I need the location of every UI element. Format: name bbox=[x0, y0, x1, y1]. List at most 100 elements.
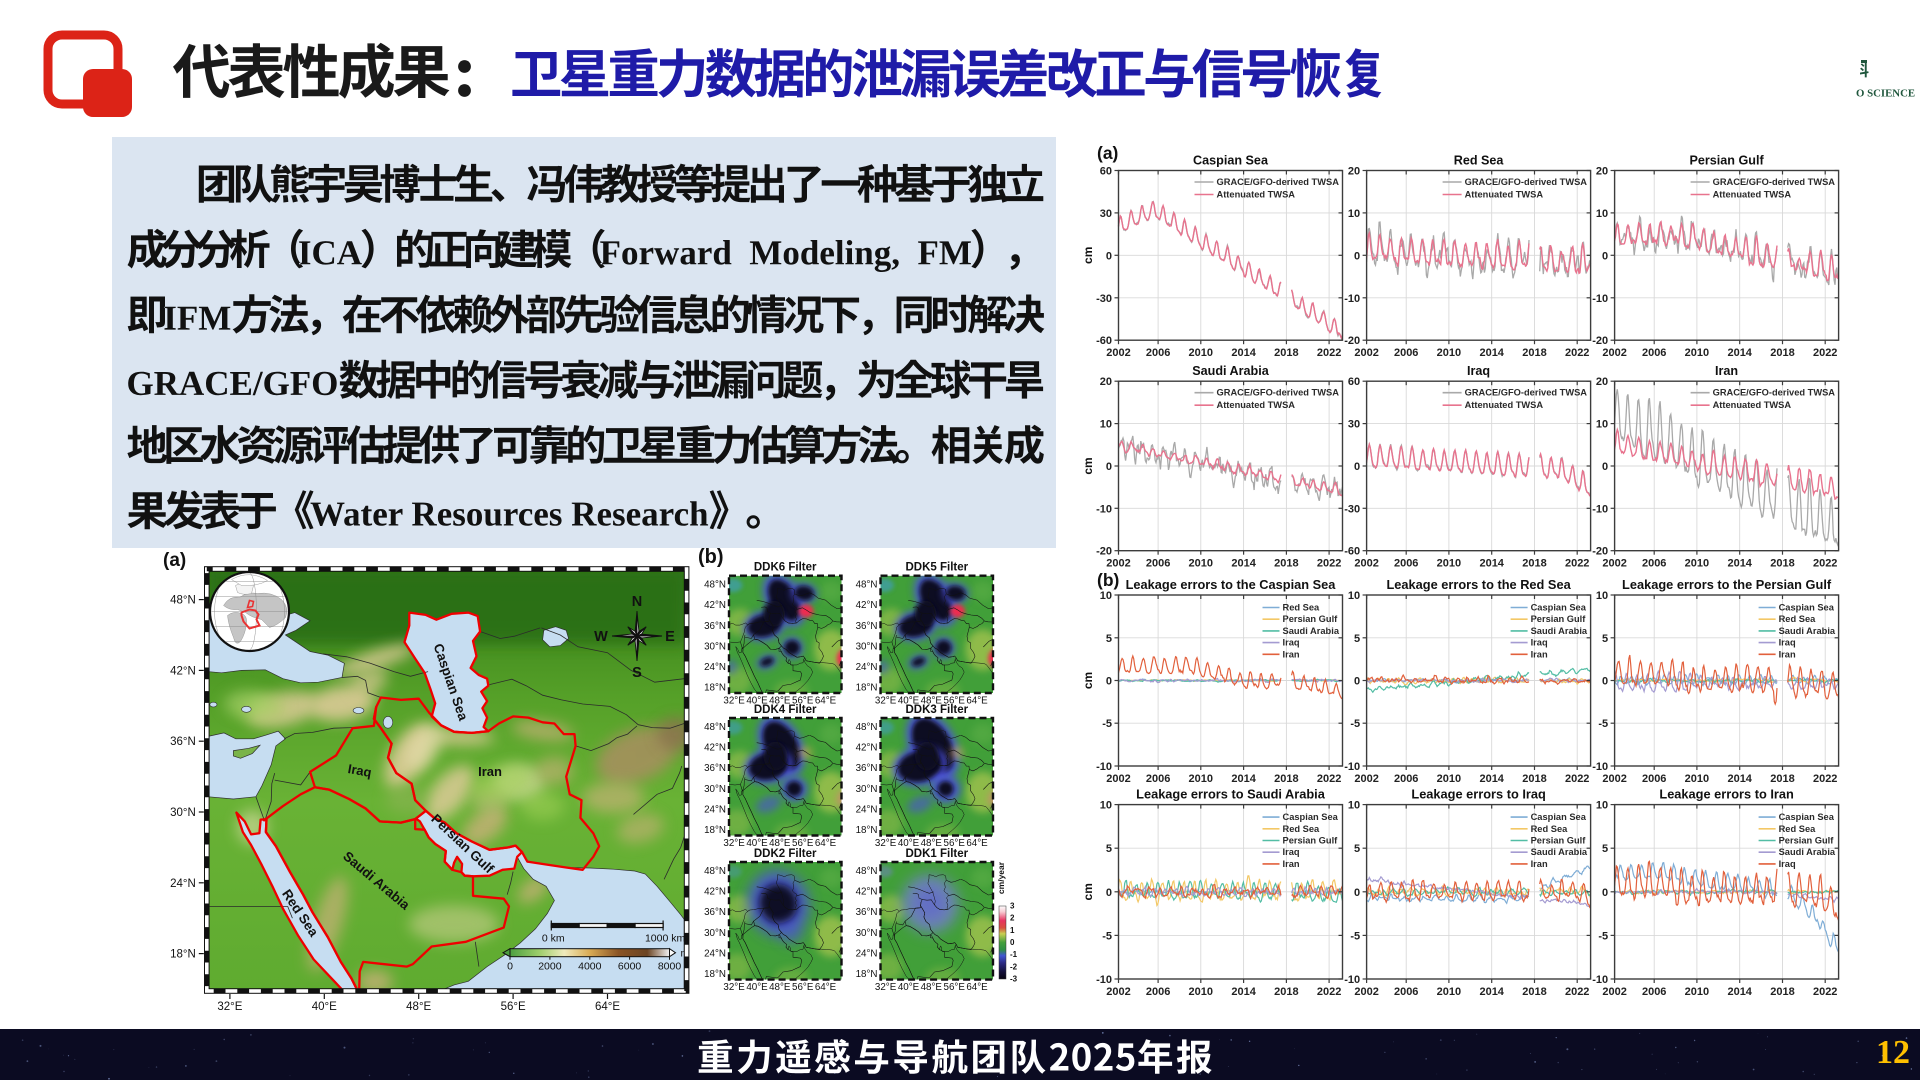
svg-text:2010: 2010 bbox=[1189, 986, 1213, 998]
svg-text:Iraq: Iraq bbox=[1283, 847, 1300, 857]
svg-text:30°N: 30°N bbox=[170, 807, 196, 819]
svg-text:(b): (b) bbox=[1097, 570, 1119, 590]
svg-text:10: 10 bbox=[1596, 800, 1608, 812]
svg-text:42°N: 42°N bbox=[856, 743, 878, 754]
svg-text:48°N: 48°N bbox=[856, 580, 878, 591]
svg-text:42°N: 42°N bbox=[704, 743, 726, 754]
svg-text:0: 0 bbox=[1602, 887, 1608, 899]
svg-text:24°N: 24°N bbox=[704, 662, 726, 673]
svg-text:m: m bbox=[681, 948, 690, 960]
svg-text:2002: 2002 bbox=[1354, 558, 1378, 570]
svg-text:2002: 2002 bbox=[1106, 558, 1130, 570]
svg-text:48°N: 48°N bbox=[856, 722, 878, 733]
svg-text:36°N: 36°N bbox=[704, 621, 726, 632]
svg-text:O SCIENCE: O SCIENCE bbox=[1856, 88, 1915, 100]
svg-text:Caspian Sea: Caspian Sea bbox=[1779, 812, 1835, 822]
svg-text:2006: 2006 bbox=[1394, 986, 1418, 998]
svg-text:48°N: 48°N bbox=[704, 722, 726, 733]
svg-text:2000: 2000 bbox=[538, 961, 562, 973]
svg-text:36°N: 36°N bbox=[856, 907, 878, 918]
svg-text:2018: 2018 bbox=[1770, 773, 1794, 785]
svg-text:10: 10 bbox=[1596, 590, 1608, 602]
svg-text:0: 0 bbox=[507, 961, 513, 973]
svg-text:Saudi Arabia: Saudi Arabia bbox=[1531, 626, 1588, 636]
svg-text:48°E: 48°E bbox=[921, 982, 943, 993]
svg-text:2014: 2014 bbox=[1231, 347, 1256, 359]
svg-text:Red Sea: Red Sea bbox=[1283, 824, 1321, 834]
svg-text:2006: 2006 bbox=[1394, 558, 1418, 570]
svg-text:32°E: 32°E bbox=[875, 982, 897, 993]
svg-text:Leakage errors to Saudi Arabia: Leakage errors to Saudi Arabia bbox=[1136, 787, 1326, 802]
svg-text:18°N: 18°N bbox=[704, 969, 726, 980]
svg-text:GRACE/GFO-derived TWSA: GRACE/GFO-derived TWSA bbox=[1713, 177, 1836, 187]
svg-text:30°N: 30°N bbox=[856, 928, 878, 939]
svg-text:2022: 2022 bbox=[1813, 347, 1837, 359]
svg-text:2010: 2010 bbox=[1437, 986, 1461, 998]
svg-text:48°E: 48°E bbox=[769, 982, 791, 993]
svg-text:Saudi Arabia: Saudi Arabia bbox=[1779, 847, 1836, 857]
svg-text:48°E: 48°E bbox=[921, 838, 943, 849]
svg-text:cm/year: cm/year bbox=[996, 861, 1006, 894]
svg-text:2002: 2002 bbox=[1354, 986, 1378, 998]
svg-text:2014: 2014 bbox=[1231, 558, 1256, 570]
svg-text:-1: -1 bbox=[1010, 950, 1018, 959]
svg-text:-60: -60 bbox=[1344, 546, 1360, 558]
svg-text:18°N: 18°N bbox=[856, 683, 878, 694]
svg-text:-5: -5 bbox=[1350, 718, 1360, 730]
svg-text:56°E: 56°E bbox=[944, 982, 966, 993]
svg-text:-5: -5 bbox=[1350, 930, 1360, 942]
svg-text:48°N: 48°N bbox=[704, 866, 726, 877]
svg-text:48°E: 48°E bbox=[921, 696, 943, 707]
svg-text:2002: 2002 bbox=[1354, 773, 1378, 785]
svg-text:3: 3 bbox=[1010, 902, 1015, 911]
svg-text:2022: 2022 bbox=[1565, 986, 1589, 998]
svg-text:Saudi Arabia: Saudi Arabia bbox=[1531, 847, 1588, 857]
svg-text:2014: 2014 bbox=[1231, 986, 1256, 998]
svg-text:Persian Gulf: Persian Gulf bbox=[1283, 614, 1339, 624]
svg-text:Iraq: Iraq bbox=[1779, 638, 1796, 648]
svg-text:2006: 2006 bbox=[1642, 347, 1666, 359]
svg-text:18°N: 18°N bbox=[856, 825, 878, 836]
svg-text:2018: 2018 bbox=[1274, 986, 1298, 998]
svg-text:0: 0 bbox=[1354, 887, 1360, 899]
svg-text:42°N: 42°N bbox=[170, 665, 196, 677]
svg-text:2022: 2022 bbox=[1317, 558, 1341, 570]
svg-text:0: 0 bbox=[1106, 250, 1112, 262]
svg-text:Iran: Iran bbox=[1531, 859, 1548, 869]
svg-text:GRACE/GFO-derived TWSA: GRACE/GFO-derived TWSA bbox=[1465, 388, 1588, 398]
svg-text:0: 0 bbox=[1354, 676, 1360, 688]
svg-text:Leakage errors to the Persian: Leakage errors to the Persian Gulf bbox=[1622, 577, 1832, 592]
svg-text:Red Sea: Red Sea bbox=[1779, 614, 1817, 624]
svg-text:2006: 2006 bbox=[1146, 986, 1170, 998]
svg-text:Iran: Iran bbox=[1283, 859, 1300, 869]
svg-text:40°E: 40°E bbox=[898, 696, 920, 707]
svg-text:40°E: 40°E bbox=[746, 696, 768, 707]
svg-text:30: 30 bbox=[1100, 208, 1112, 220]
svg-text:56°E: 56°E bbox=[501, 1001, 526, 1013]
svg-text:10: 10 bbox=[1596, 208, 1608, 220]
svg-text:32°E: 32°E bbox=[875, 696, 897, 707]
svg-text:1: 1 bbox=[1010, 926, 1015, 935]
svg-text:2002: 2002 bbox=[1602, 773, 1626, 785]
svg-text:30°N: 30°N bbox=[704, 641, 726, 652]
svg-text:2018: 2018 bbox=[1274, 558, 1298, 570]
svg-text:8000: 8000 bbox=[658, 961, 682, 973]
svg-text:18°N: 18°N bbox=[170, 949, 196, 961]
svg-text:2018: 2018 bbox=[1770, 558, 1794, 570]
svg-text:2002: 2002 bbox=[1602, 986, 1626, 998]
svg-text:(a): (a) bbox=[1097, 143, 1118, 163]
svg-text:30: 30 bbox=[1348, 419, 1360, 431]
svg-text:60: 60 bbox=[1348, 376, 1360, 388]
svg-text:36°N: 36°N bbox=[170, 736, 196, 748]
svg-text:56°E: 56°E bbox=[944, 838, 966, 849]
svg-text:Leakage errors to the Red Sea: Leakage errors to the Red Sea bbox=[1386, 577, 1571, 592]
svg-text:36°N: 36°N bbox=[856, 621, 878, 632]
svg-text:0: 0 bbox=[1602, 676, 1608, 688]
svg-text:42°N: 42°N bbox=[856, 887, 878, 898]
svg-text:2: 2 bbox=[1010, 914, 1015, 923]
svg-text:2018: 2018 bbox=[1522, 347, 1546, 359]
svg-text:Attenuated TWSA: Attenuated TWSA bbox=[1465, 400, 1544, 410]
svg-text:-10: -10 bbox=[1096, 503, 1112, 515]
svg-text:2014: 2014 bbox=[1231, 773, 1256, 785]
svg-text:cm: cm bbox=[1081, 883, 1095, 900]
